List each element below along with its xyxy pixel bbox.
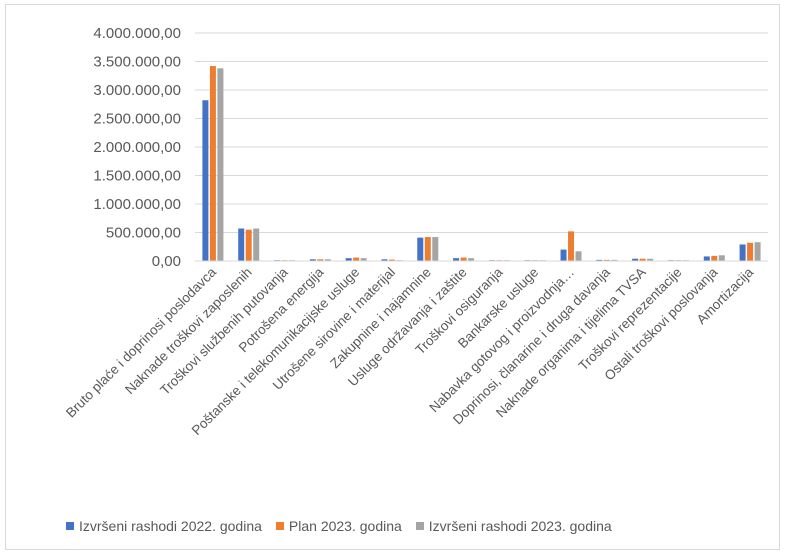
y-tick-label: 1.000.000,00 <box>93 196 181 213</box>
bar-series-2 <box>388 259 395 261</box>
legend-label-series-1: Izvršeni rashodi 2022. godina <box>79 518 262 534</box>
bar-series-1 <box>381 259 388 261</box>
bar-series-1 <box>202 100 209 261</box>
bar-series-3 <box>575 251 582 261</box>
bar-series-2 <box>245 229 252 261</box>
bar-series-3 <box>360 258 367 261</box>
y-tick-label: 1.500.000,00 <box>93 168 181 185</box>
legend: Izvršeni rashodi 2022. godina Plan 2023.… <box>66 518 612 534</box>
legend-swatch-series-3 <box>415 522 424 530</box>
y-tick-label: 3.000.000,00 <box>93 82 181 99</box>
legend-label-series-2: Plan 2023. godina <box>288 518 402 534</box>
legend-item-series-2: Plan 2023. godina <box>275 518 402 534</box>
bar-series-3 <box>611 259 618 261</box>
legend-item-series-1: Izvršeni rashodi 2022. godina <box>66 518 262 534</box>
bar-series-3 <box>217 68 224 261</box>
x-category-label: Bruto plaće i doprinosi poslodavca <box>63 264 219 420</box>
bar-series-2 <box>747 242 754 261</box>
legend-swatch-series-2 <box>275 522 284 530</box>
y-tick-label: 3.500.000,00 <box>93 54 181 71</box>
bar-series-1 <box>345 258 352 261</box>
y-axis-tick-labels: 0,00 500.000,00 1.000.000,00 1.500.000,00 2.… <box>93 25 181 270</box>
bar-series-1 <box>453 258 460 261</box>
bar-series-3 <box>253 228 260 261</box>
bar-series-2 <box>568 231 575 261</box>
x-axis-category-labels: Bruto plaće i doprinosi poslodavcaNaknad… <box>63 264 757 438</box>
bar-series-1 <box>596 259 603 261</box>
bar-series-1 <box>417 237 424 261</box>
bar-series-1 <box>739 244 746 261</box>
y-tick-label: 2.000.000,00 <box>93 139 181 156</box>
bar-series-3 <box>754 242 761 261</box>
legend-item-series-3: Izvršeni rashodi 2023. godina <box>415 518 612 534</box>
bar-series-1 <box>632 258 639 261</box>
bars <box>202 66 761 261</box>
bar-series-3 <box>324 259 331 261</box>
y-tick-label: 500.000,00 <box>106 225 181 242</box>
y-tick-label: 0,00 <box>152 253 181 270</box>
bar-series-3 <box>432 237 439 261</box>
bar-series-1 <box>238 228 245 261</box>
bar-series-2 <box>317 259 324 261</box>
bar-series-2 <box>711 255 718 261</box>
bar-series-3 <box>468 258 475 261</box>
chart-frame <box>5 4 780 550</box>
bar-series-2 <box>209 66 216 261</box>
bar-series-2 <box>460 257 467 261</box>
legend-swatch-series-1 <box>66 522 74 530</box>
legend-label-series-3: Izvršeni rashodi 2023. godina <box>428 518 612 534</box>
bar-series-1 <box>560 249 567 261</box>
bar-series-3 <box>718 255 725 261</box>
y-tick-label: 4.000.000,00 <box>93 25 181 42</box>
bar-series-1 <box>703 256 710 261</box>
bar-series-2 <box>603 259 610 261</box>
bar-series-2 <box>353 257 360 261</box>
y-tick-label: 2.500.000,00 <box>93 111 181 128</box>
bar-series-2 <box>424 237 431 261</box>
bar-series-2 <box>639 258 646 261</box>
bar-series-1 <box>309 259 316 261</box>
gridlines <box>195 32 768 233</box>
bar-series-3 <box>647 258 654 261</box>
